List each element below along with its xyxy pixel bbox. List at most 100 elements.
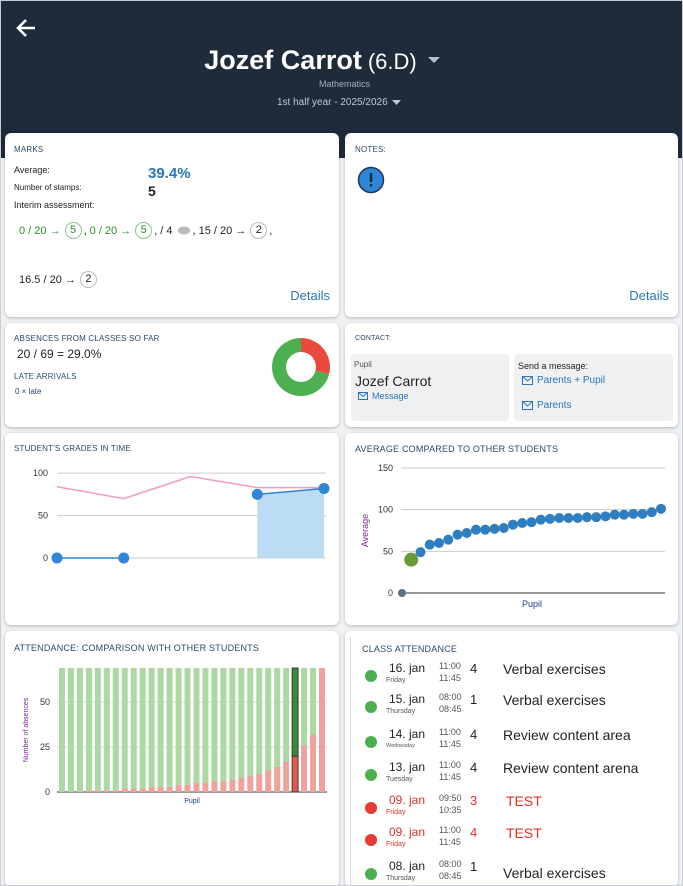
label: Average: [14,165,50,175]
send-box: Send a message: Parents + Pupil Parents [514,354,673,421]
y-tick-label: 100 [378,505,393,515]
separator: , [192,224,196,237]
note-icon[interactable] [357,166,385,194]
status-dot [365,736,377,748]
y-tick-label: 25 [40,742,50,752]
subject: Mathematics [319,79,371,89]
donut-slice [272,338,330,396]
parents-pupil-link[interactable]: Parents + Pupil [522,375,605,386]
mark-grade: 2 [250,222,268,239]
time-start: 11:00 [439,760,461,770]
point [517,518,528,528]
bar-segment [130,788,137,792]
point [424,539,435,550]
bubble [177,226,190,234]
card-title: MARKS [14,145,44,154]
bar-segment [139,788,146,792]
bar-segment [301,668,308,746]
weekday: Friday [386,841,406,848]
time-start: 11:00 [439,727,461,737]
time-end: 10:35 [439,805,462,815]
label: Number of stamps: [14,183,82,192]
absences-card: ABSENCES FROM CLASSES SO FAR 20 / 69 = 2… [5,323,339,427]
bar-segment [229,779,236,792]
attendance-row: 13. jan Tuesday 11:00 11:45 4 Review content … [345,758,678,791]
mark-item: 0 / 20 → 5, [19,222,87,239]
bar-segment [94,668,101,791]
status-dot [365,701,377,713]
class-dropdown[interactable] [427,55,441,65]
point [526,517,537,528]
bar-segment [148,786,155,792]
contact-card: CONTACT: Pupil Jozef Carrot Message Send… [345,323,678,427]
details-link[interactable]: Details [290,288,330,303]
bar-segment [310,734,317,792]
line [57,487,325,559]
student-name: Jozef Carrot [204,45,362,75]
bar-segment [247,668,254,776]
topic: Verbal exercises [503,661,606,677]
bar-segment [193,668,200,784]
point [318,482,330,494]
time-start: 11:00 [439,825,461,835]
stamps: 5 [148,183,156,199]
topic: Verbal exercises [503,692,606,708]
pupil-box: Pupil Jozef Carrot Message [351,354,509,421]
bar-segment [291,667,299,757]
bar-segment [148,668,155,787]
time-end: 08:45 [439,704,462,714]
bar-segment [274,668,281,767]
attendance-row: 14. jan Wednesday 11:00 11:45 4 Review conten… [345,725,678,758]
bar-segment [238,777,245,792]
lesson-number: 4 [470,825,478,840]
card-title: STUDENT'S GRADES IN TIME [14,444,131,453]
details-link[interactable]: Details [629,288,669,303]
point [563,513,574,523]
bar-segment [76,668,83,792]
point [398,589,406,597]
line [56,475,324,500]
average-card: AVERAGE COMPARED TO OTHER STUDENTS 0 50 10… [345,433,678,625]
time-end: 11:45 [439,739,461,749]
late-count: 0 × late [15,387,42,396]
bar-segment [103,668,110,791]
back-button[interactable] [15,17,37,39]
mark-item: 15 / 20 → 2, [199,222,273,239]
bar-segment [283,761,290,792]
separator: , [269,224,273,237]
message-link[interactable]: Message [358,391,409,401]
attendance-comparison-card: ATTENDANCE: COMPARISON WITH OTHER STUDEN… [5,631,339,885]
point [471,524,481,535]
point [480,524,491,535]
y-axis-label: Average [360,514,370,547]
period-selector[interactable]: 1st half year - 2025/2026 [277,97,401,108]
mark-item: 0 / 20 → 5, [90,222,157,239]
parents-link[interactable]: Parents [522,400,571,411]
bar-segment [265,770,272,792]
y-tick-label: 50 [383,546,393,556]
time-end: 11:45 [439,772,461,782]
point [251,488,263,500]
bar-segment [211,781,218,792]
bar-segment [184,784,191,792]
point [51,552,63,564]
y-tick-label: 150 [378,463,393,473]
bar-segment [202,668,209,784]
point [443,534,454,545]
mark-item: 16.5 / 20 → 2 [19,271,97,288]
bar-segment [301,745,308,792]
topic: TEST [506,793,542,809]
point [498,523,509,533]
time-start: 08:00 [439,859,462,869]
bar-segment [193,783,200,792]
mark-score: 16.5 / 20 → [19,273,76,286]
attendance-row: 15. jan Thursday 08:00 08:45 1 Verbal exercis… [345,690,678,723]
bar-segment [229,668,236,780]
grades-card: STUDENT'S GRADES IN TIME 0 50 100 [5,433,339,625]
card-title: CLASS ATTENDANCE [362,644,458,654]
time-start: 08:00 [439,692,462,702]
card-title: ABSENCES FROM CLASSES SO FAR [14,334,160,343]
weekday: Friday [386,677,406,684]
lesson-number: 4 [470,760,478,775]
